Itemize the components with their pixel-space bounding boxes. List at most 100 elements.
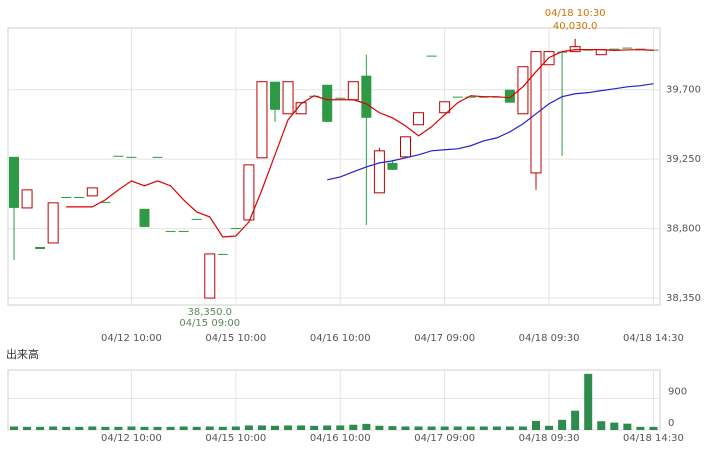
candle-body — [295, 102, 307, 115]
volume-bar — [623, 423, 632, 430]
candle-body — [361, 75, 372, 118]
volume-bar — [466, 426, 475, 430]
volume-bar — [297, 425, 306, 430]
x-tick-label: 04/17 09:00 — [414, 433, 475, 444]
x-tick-label: 04/15 10:00 — [205, 333, 266, 344]
y-tick-label: 39,250 — [666, 154, 701, 165]
x-tick-label: 04/16 10:00 — [310, 433, 371, 444]
y-tick-label: 38,800 — [666, 224, 701, 235]
candle-body — [335, 97, 346, 99]
volume-bar — [440, 426, 449, 430]
candle-body — [47, 202, 59, 244]
high-annotation-value: 40,030.0 — [553, 21, 598, 32]
volume-bar — [205, 426, 214, 430]
x-tick-label: 04/18 14:30 — [623, 333, 684, 344]
candle-body — [465, 96, 476, 98]
y-tick-label: 900 — [668, 386, 687, 397]
candle-body — [256, 81, 268, 159]
moving-average-line — [327, 83, 654, 181]
candle-body — [347, 81, 359, 101]
candle-body — [100, 201, 111, 203]
volume-bar — [153, 426, 162, 430]
volume-bar — [10, 426, 18, 430]
volume-bar — [571, 410, 580, 430]
candle-body — [86, 187, 98, 197]
volume-bar — [88, 426, 97, 430]
volume-bar — [218, 426, 227, 430]
volume-bar — [388, 426, 397, 430]
volume-bar — [127, 426, 136, 430]
candle-body — [282, 81, 294, 115]
candle-body — [139, 208, 150, 227]
volume-title: 出来高 — [6, 347, 39, 361]
x-tick-label: 04/17 09:00 — [414, 333, 475, 344]
volume-bar — [62, 426, 71, 430]
volume-bar — [362, 423, 371, 430]
volume-bar — [427, 426, 436, 430]
candle-body — [230, 227, 241, 229]
y-tick-label: 38,350 — [666, 293, 701, 304]
volume-bar — [375, 425, 384, 430]
volume-bar — [114, 426, 123, 430]
candle-body — [243, 164, 255, 221]
candle-body — [217, 253, 228, 255]
volume-bar — [231, 426, 240, 430]
candle-body — [126, 156, 137, 158]
x-tick-label: 04/16 10:00 — [310, 333, 371, 344]
volume-bar — [323, 425, 332, 430]
volume-bar — [414, 426, 423, 430]
candle-body — [413, 112, 425, 126]
candle-body — [113, 155, 124, 157]
volume-bar — [257, 425, 266, 430]
volume-bar — [518, 426, 527, 430]
candle-body — [609, 48, 620, 50]
y-tick-label: 0 — [668, 418, 674, 429]
high-annotation-time: 04/18 10:30 — [545, 8, 606, 19]
y-tick-label: 39,700 — [666, 85, 701, 96]
candle-body — [74, 196, 85, 198]
candle-body — [191, 218, 202, 220]
volume-bar — [244, 425, 253, 430]
candle-body — [387, 162, 398, 170]
volume-bar — [597, 421, 606, 430]
volume-bar — [401, 426, 410, 430]
volume-bar — [140, 426, 149, 430]
volume-bar — [532, 420, 540, 430]
volume-bar — [284, 425, 293, 430]
volume-bar — [349, 424, 358, 430]
volume-bar — [649, 426, 658, 430]
candle-body — [322, 84, 333, 122]
candle-body — [373, 150, 385, 194]
x-tick-label: 04/12 10:00 — [101, 433, 162, 444]
x-tick-label: 04/15 10:00 — [205, 433, 266, 444]
volume-bar — [75, 426, 84, 430]
candle-body — [504, 89, 515, 103]
volume-bar — [336, 425, 345, 430]
moving-average-line — [66, 49, 654, 238]
x-tick-label: 04/18 09:30 — [519, 433, 580, 444]
candle-body — [9, 156, 19, 208]
low-annotation-value: 38,350.0 — [187, 307, 232, 318]
candle-body — [61, 196, 72, 198]
candle-body — [152, 156, 163, 158]
candle-body — [530, 51, 542, 174]
candle-body — [452, 96, 463, 98]
volume-bar — [479, 426, 488, 430]
volume-bar — [584, 373, 593, 430]
candle-body — [622, 47, 633, 49]
volume-bar — [545, 425, 554, 430]
volume-bar — [271, 425, 279, 430]
candle-body — [178, 230, 189, 232]
volume-bar — [492, 426, 501, 430]
volume-bar — [192, 426, 201, 430]
volume-bar — [636, 426, 645, 430]
price-panel — [7, 27, 661, 306]
x-tick-label: 04/12 10:00 — [101, 333, 162, 344]
x-tick-label: 04/18 09:30 — [519, 333, 580, 344]
x-tick-label: 04/18 14:30 — [623, 433, 684, 444]
volume-bar — [36, 426, 45, 430]
volume-bar — [310, 425, 319, 430]
volume-bar — [49, 426, 58, 430]
